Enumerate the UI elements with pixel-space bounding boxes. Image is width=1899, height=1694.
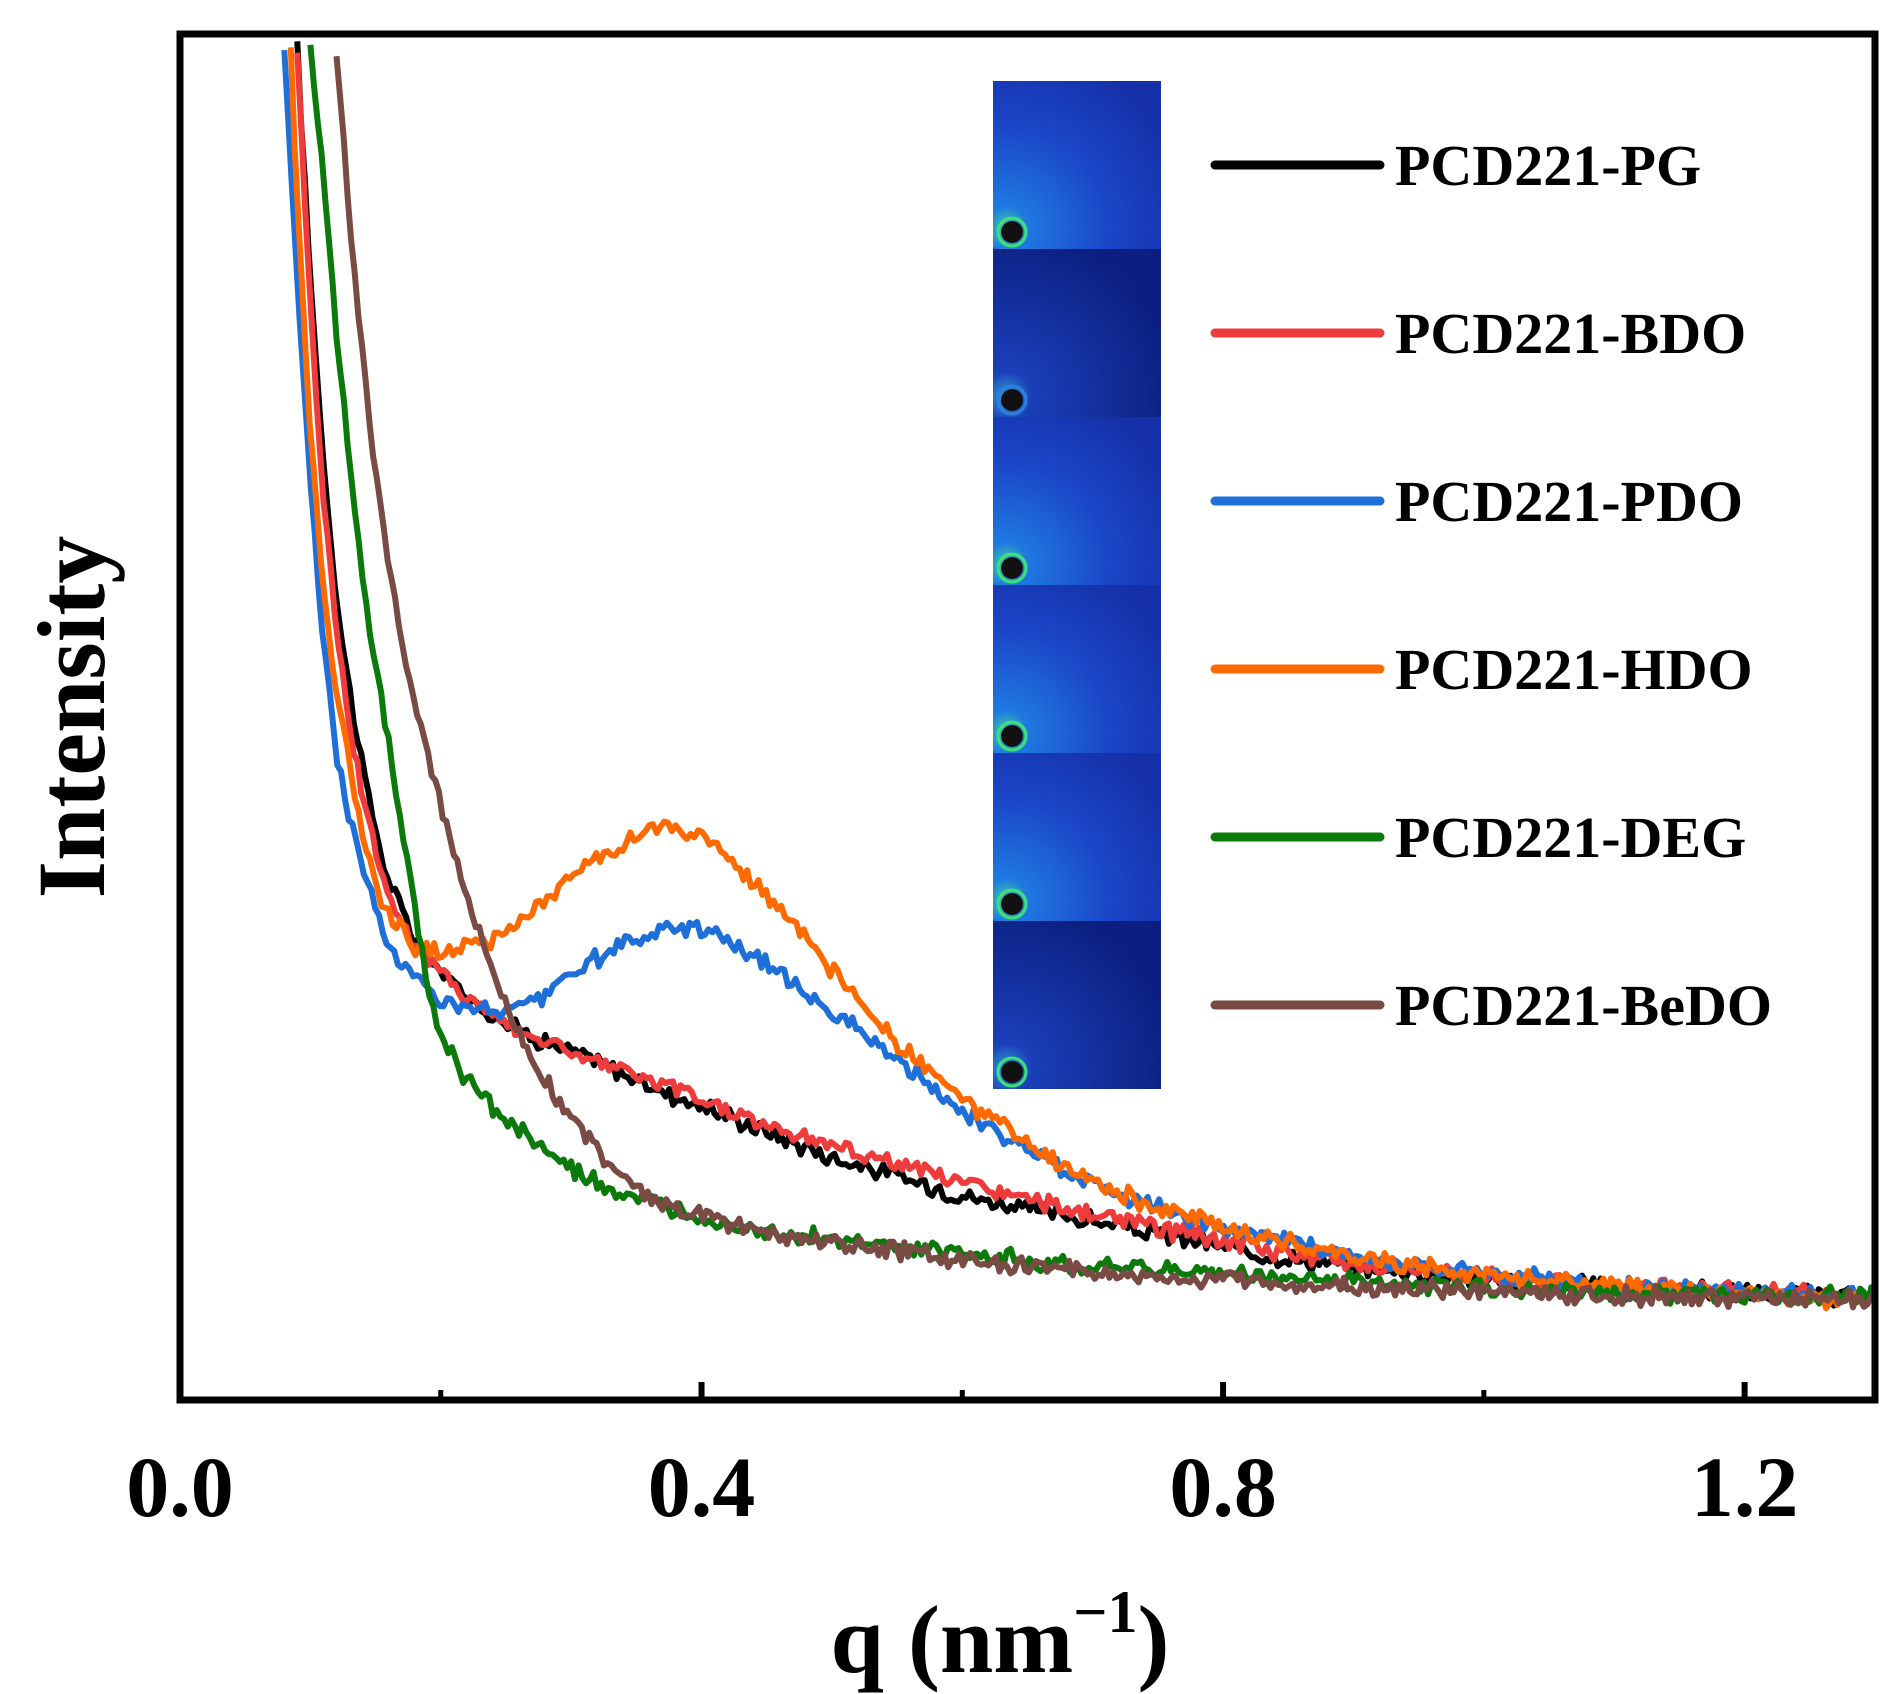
saxs-pattern-deg [993,753,1161,921]
legend-label: PCD221-PDO [1395,469,1743,534]
series-line-pcd221-bedo [333,55,1875,1311]
series-layer [281,41,1875,1312]
plot-frame [176,30,1879,1404]
legend: PCD221-PG PCD221-BDO PCD221-PDO PCD221-HDO P… [1210,133,1772,1038]
series-line-pcd221-hdo [287,47,1875,1312]
x-axis-ticks: 0.0 0.4 0.8 1.2 [126,1382,1798,1535]
legend-label: PCD221-BeDO [1395,973,1772,1038]
saxs-pattern-pdo [993,417,1161,585]
saxs-inset-image [993,81,1161,1089]
legend-label: PCD221-HDO [1395,637,1753,702]
legend-label: PCD221-PG [1395,133,1701,198]
saxs-pattern-bedo [993,921,1161,1089]
x-tick-label: 0.0 [126,1439,234,1535]
x-axis-title: q (nm−1) [831,1579,1170,1693]
saxs-pattern-bdo [993,249,1161,417]
x-tick-label: 0.4 [648,1439,756,1535]
x-tick-label: 1.2 [1691,1439,1799,1535]
legend-label: PCD221-BDO [1395,301,1746,366]
legend-label: PCD221-DEG [1395,805,1746,870]
x-tick-label: 0.8 [1169,1439,1277,1535]
saxs-pattern-hdo [993,585,1161,753]
y-axis-title: Intensity [18,536,125,899]
saxs-pattern-pg [993,81,1161,249]
